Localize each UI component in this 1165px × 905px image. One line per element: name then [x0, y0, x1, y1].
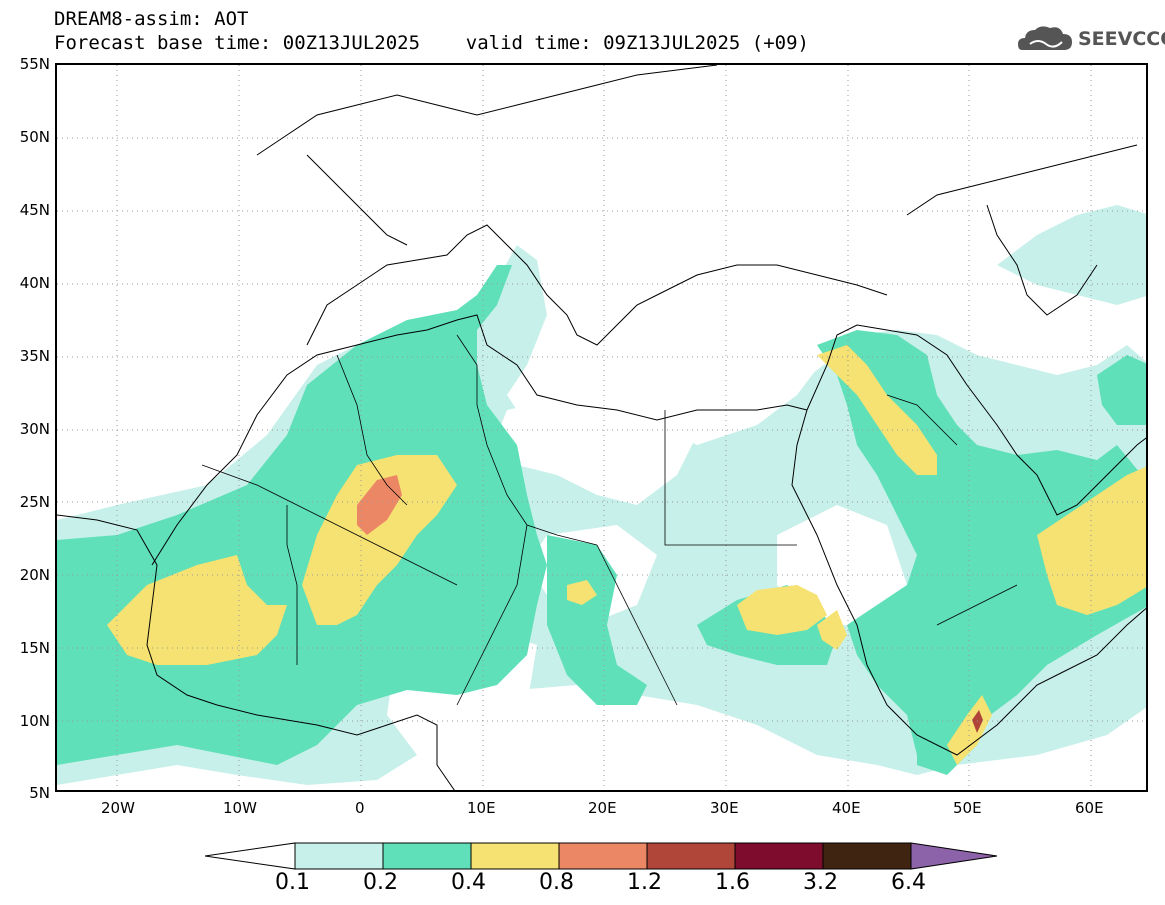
- colorbar-segment: [734, 842, 824, 870]
- colorbar-segment-under: [205, 842, 296, 870]
- map-canvas: [57, 65, 1146, 790]
- lon-label: 50E: [953, 799, 982, 817]
- colorbar-label: 6.4: [891, 870, 926, 895]
- borders: [201, 334, 1018, 706]
- lon-label: 0: [355, 799, 365, 817]
- colorbar-segment: [382, 842, 472, 870]
- colorbar-segment: [294, 842, 384, 870]
- lat-label: 20N: [19, 566, 50, 584]
- lat-label: 15N: [19, 639, 50, 657]
- lat-label: 5N: [29, 784, 50, 802]
- seevccc-logo: SEEVCCC: [1016, 22, 1165, 58]
- colorbar-label: 1.2: [627, 870, 662, 895]
- lon-label: 30E: [710, 799, 739, 817]
- lat-label: 10N: [19, 712, 50, 730]
- lat-label: 30N: [19, 420, 50, 438]
- lat-label: 35N: [19, 347, 50, 365]
- colorbar-segment-over: [910, 842, 998, 870]
- aot-map: [55, 63, 1148, 792]
- colorbar-label: 0.1: [275, 870, 310, 895]
- aot-0.8-region: [357, 475, 402, 535]
- lon-label: 40E: [832, 799, 861, 817]
- lat-label: 55N: [19, 55, 50, 73]
- colorbar-label: 1.6: [715, 870, 750, 895]
- colorbar-label: 0.8: [539, 870, 574, 895]
- forecast-time-line: Forecast base time: 00Z13JUL2025 valid t…: [54, 32, 809, 54]
- lat-label: 40N: [19, 274, 50, 292]
- lon-label: 10W: [223, 799, 257, 817]
- cloud-icon: [1018, 26, 1072, 50]
- title-line: DREAM8-assim: AOT: [54, 8, 249, 30]
- graticule: [57, 65, 1146, 790]
- colorbar-segment: [470, 842, 560, 870]
- colorbar-label: 0.2: [363, 870, 398, 895]
- lon-label: 60E: [1075, 799, 1104, 817]
- colorbar-label: 3.2: [803, 870, 838, 895]
- colorbar-segment: [558, 842, 648, 870]
- lat-label: 50N: [19, 128, 50, 146]
- lon-label: 20W: [101, 799, 135, 817]
- colorbar-label: 0.4: [451, 870, 486, 895]
- colorbar-segment: [822, 842, 912, 870]
- colorbar-segment: [646, 842, 736, 870]
- lon-label: 10E: [467, 799, 496, 817]
- coastlines: [57, 65, 1146, 790]
- lat-label: 45N: [19, 201, 50, 219]
- lat-label: 25N: [19, 493, 50, 511]
- lon-label: 20E: [588, 799, 617, 817]
- colorbar: [205, 842, 998, 870]
- logo-text: SEEVCCC: [1078, 28, 1165, 50]
